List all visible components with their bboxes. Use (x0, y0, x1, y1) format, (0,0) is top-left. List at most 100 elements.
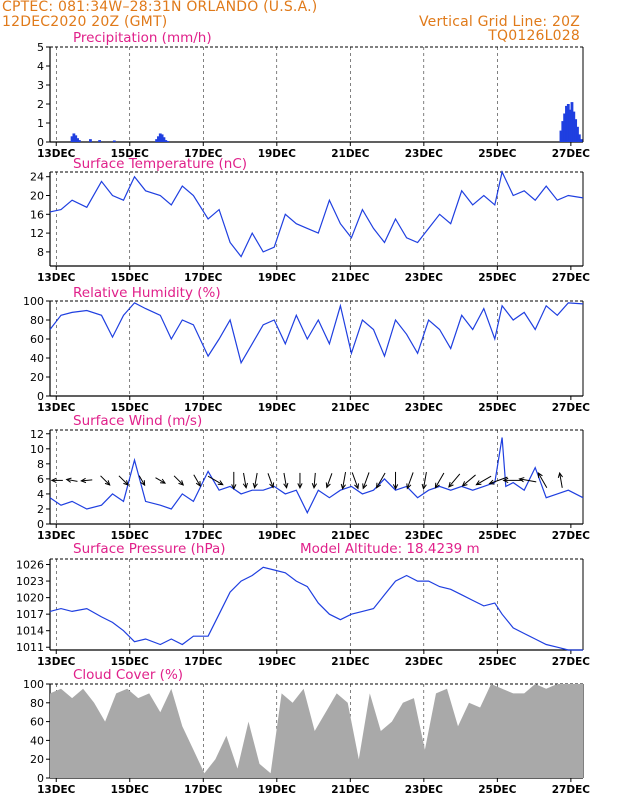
wind-arrow (252, 472, 258, 489)
wind-panel: 13DEC 15DEC 17DEC 19DEC 21DEC 23DEC 25DEC 27DEC… (30, 413, 590, 542)
cloud-cover-x-tick-label: 27DEC (552, 784, 591, 796)
wind-arrow (557, 471, 563, 488)
cloud-cover-y-tick-label: 0 (37, 772, 44, 785)
wind-x-tick-label: 23DEC (405, 530, 444, 542)
pressure-panel: 13DEC 15DEC 17DEC 19DEC 21DEC 23DEC 25DEC 27DEC… (16, 541, 590, 668)
wind-arrow (406, 472, 414, 490)
temperature-x-tick-label: 15DEC (111, 272, 150, 284)
humidity-series-line (49, 302, 584, 365)
precipitation-x-tick-label: 15DEC (111, 148, 150, 160)
precipitation-bar (158, 133, 162, 142)
humidity-y-tick-label: 60 (30, 333, 44, 346)
precipitation-x-tick-label: 17DEC (184, 148, 223, 160)
wind-x-tick-label: 15DEC (111, 530, 150, 542)
temperature-y-tick-label: 20 (30, 190, 44, 203)
cloud-cover-x-tick-label: 17DEC (184, 784, 223, 796)
model-altitude-label: Model Altitude: 18.4239 m (300, 541, 480, 557)
wind-title: Surface Wind (m/s) (73, 413, 202, 429)
precipitation-x-tick-label: 27DEC (552, 148, 591, 160)
wind-y-tick-label: 8 (37, 458, 44, 471)
station-info: CPTEC: 081:34W–28:31N ORLANDO (U.S.A.) (2, 0, 318, 15)
precipitation-bar (89, 139, 92, 142)
wind-x-tick-label: 21DEC (331, 530, 370, 542)
wind-arrow (50, 477, 63, 484)
wind-x-tick-label: 13DEC (37, 530, 76, 542)
temperature-x-tick-label: 27DEC (552, 272, 591, 284)
temperature-panel: 13DEC 15DEC 17DEC 19DEC 21DEC 23DEC 25DEC 27DEC… (30, 156, 590, 284)
precipitation-y-tick-label: 5 (37, 41, 44, 54)
pressure-x-tick-label: 21DEC (331, 656, 370, 668)
precipitation-bar (162, 137, 166, 142)
cloud-cover-y-tick-label: 60 (30, 716, 44, 729)
wind-arrow (193, 474, 201, 488)
humidity-x-tick-label: 27DEC (552, 402, 591, 414)
precipitation-bar (78, 140, 81, 142)
precipitation-bar (166, 141, 170, 142)
pressure-x-tick-label: 27DEC (552, 656, 591, 668)
precipitation-x-tick-label: 19DEC (258, 148, 297, 160)
precipitation-bar (70, 136, 74, 142)
grid-line-note: Vertical Grid Line: 20Z (418, 14, 580, 30)
wind-arrow (434, 472, 445, 489)
precipitation-y-tick-label: 3 (37, 79, 44, 92)
pressure-y-tick-label: 1017 (16, 608, 44, 621)
wind-y-tick-label: 6 (37, 473, 44, 486)
pressure-x-tick-label: 19DEC (258, 656, 297, 668)
precipitation-x-tick-label: 23DEC (405, 148, 444, 160)
pressure-y-tick-label: 1011 (16, 641, 44, 654)
precipitation-y-tick-label: 4 (37, 60, 44, 73)
wind-arrow (65, 477, 78, 483)
cloud-cover-y-tick-label: 80 (30, 697, 44, 710)
chart-header: CPTEC: 081:34W–28:31N ORLANDO (U.S.A.) 1… (0, 0, 618, 43)
cloud-cover-panel: 13DEC 15DEC 17DEC 19DEC 21DEC 23DEC 25DEC 27DEC… (23, 667, 590, 796)
temperature-y-tick-label: 12 (30, 227, 44, 240)
wind-arrow (155, 477, 167, 484)
precipitation-y-tick-label: 1 (37, 117, 44, 130)
precipitation-bar (565, 105, 568, 142)
wind-y-tick-label: 4 (37, 488, 44, 501)
precipitation-bar (76, 138, 79, 142)
wind-arrow (231, 471, 237, 491)
wind-x-tick-label: 25DEC (478, 530, 517, 542)
precipitation-bar (566, 104, 570, 142)
precipitation-x-tick-label: 25DEC (478, 148, 517, 160)
wind-arrow (351, 472, 360, 490)
precipitation-bar (577, 134, 581, 142)
wind-x-tick-label: 27DEC (552, 530, 591, 542)
temperature-title: Surface Temperature (nC) (73, 156, 247, 172)
wind-arrow (537, 472, 548, 489)
wind-arrow (488, 476, 508, 485)
humidity-x-tick-label: 19DEC (258, 402, 297, 414)
cloud-cover-x-tick-label: 21DEC (331, 784, 370, 796)
precipitation-y-tick-label: 0 (37, 136, 44, 149)
wind-arrow (475, 475, 492, 486)
precipitation-x-tick-label: 13DEC (37, 148, 76, 160)
cloud-cover-y-tick-label: 20 (30, 753, 44, 766)
precipitation-bar (570, 102, 574, 142)
wind-arrow (118, 475, 129, 486)
humidity-x-tick-label: 23DEC (405, 402, 444, 414)
humidity-y-tick-label: 40 (30, 352, 44, 365)
temperature-y-tick-label: 8 (37, 246, 44, 259)
wind-arrow (267, 473, 275, 489)
precipitation-title: Precipitation (mm/h) (73, 30, 212, 46)
humidity-x-tick-label: 25DEC (478, 402, 517, 414)
wind-arrow (518, 477, 537, 483)
precipitation-bar (155, 139, 158, 142)
humidity-x-tick-label: 13DEC (37, 402, 76, 414)
pressure-x-tick-label: 25DEC (478, 656, 517, 668)
precipitation-bar (574, 119, 578, 142)
temperature-y-tick-label: 24 (30, 171, 44, 184)
cloud-cover-x-tick-label: 25DEC (478, 784, 517, 796)
pressure-x-tick-label: 15DEC (111, 656, 150, 668)
temperature-x-tick-label: 13DEC (37, 272, 76, 284)
wind-y-tick-label: 0 (37, 518, 44, 531)
temperature-y-tick-label: 16 (30, 208, 44, 221)
temperature-x-tick-label: 17DEC (184, 272, 223, 284)
wind-arrow (392, 471, 399, 491)
pressure-y-tick-label: 1026 (16, 559, 44, 572)
wind-arrow (100, 475, 111, 486)
pressure-x-tick-label: 23DEC (405, 656, 444, 668)
precipitation-bar (72, 133, 76, 142)
